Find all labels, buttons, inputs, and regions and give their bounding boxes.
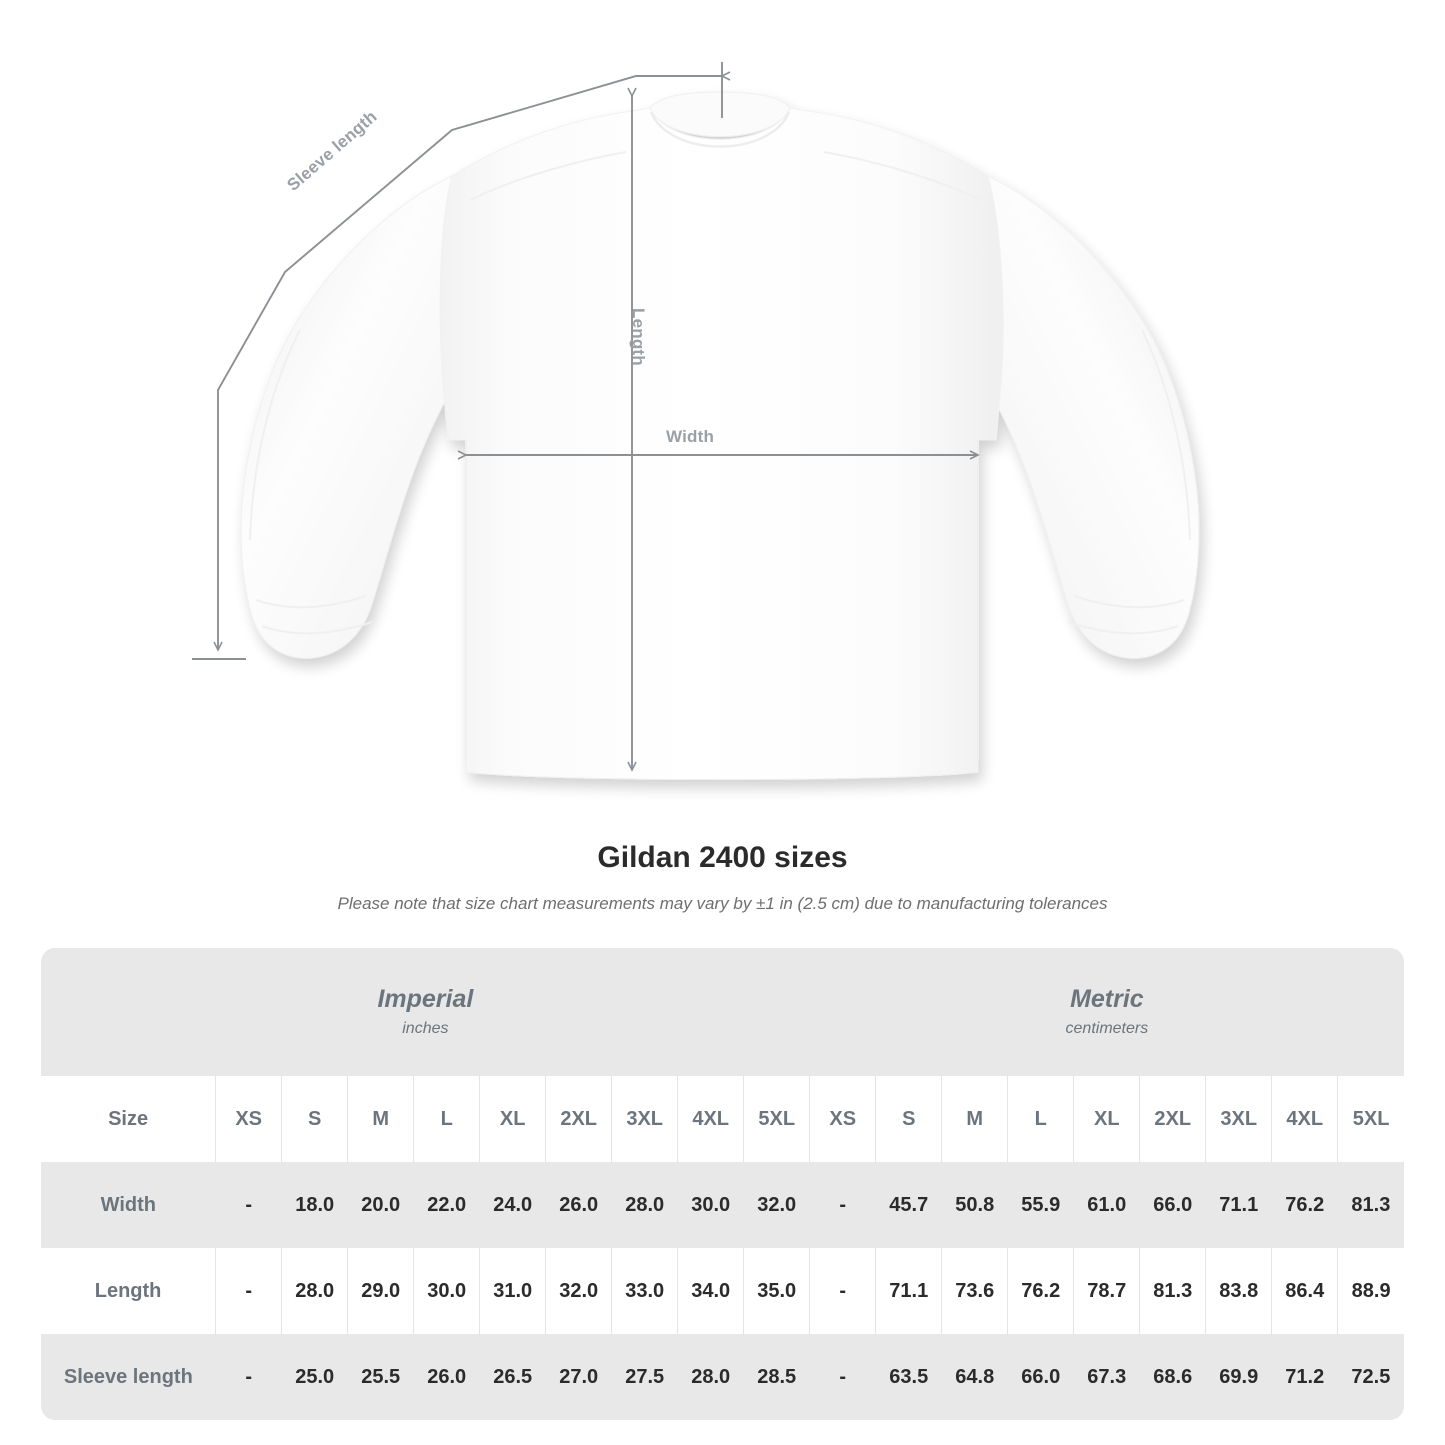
cell-width-metric-3xl: 71.1 [1205,1162,1272,1248]
cell-sleeve-imperial-s: 25.0 [281,1334,348,1420]
cell-width-imperial-l: 22.0 [413,1162,480,1248]
cell-width-metric-4xl: 76.2 [1271,1162,1338,1248]
cell-sleeve-metric-s: 63.5 [875,1334,942,1420]
size-header-metric-4xl: 4XL [1271,1076,1338,1162]
size-header-imperial-3xl: 3XL [611,1076,678,1162]
cell-width-metric-xl: 61.0 [1073,1162,1140,1248]
row-label-length: Length [41,1248,216,1334]
size-header-metric-2xl: 2XL [1139,1076,1206,1162]
size-header-metric-xl: XL [1073,1076,1140,1162]
cell-length-metric-5xl: 88.9 [1337,1248,1404,1334]
unit-group-row: Imperial inches Metric centimeters [41,948,1404,1076]
size-header-imperial-4xl: 4XL [677,1076,744,1162]
cell-length-imperial-5xl: 35.0 [743,1248,810,1334]
cell-width-imperial-5xl: 32.0 [743,1162,810,1248]
cell-width-metric-xs: - [809,1162,876,1248]
cell-sleeve-metric-3xl: 69.9 [1205,1334,1272,1420]
shirt-diagram-svg [192,62,1200,780]
row-label-width: Width [41,1162,216,1248]
cell-length-imperial-xs: - [215,1248,282,1334]
cell-length-metric-m: 73.6 [941,1248,1008,1334]
cell-sleeve-imperial-3xl: 27.5 [611,1334,678,1420]
table-row: Length - 28.0 29.0 30.0 31.0 32.0 33.0 3… [41,1248,1404,1334]
cell-length-metric-xs: - [809,1248,876,1334]
size-header-label: Size [41,1076,216,1162]
cell-sleeve-metric-xl: 67.3 [1073,1334,1140,1420]
cell-sleeve-metric-4xl: 71.2 [1271,1334,1338,1420]
size-header-metric-m: M [941,1076,1008,1162]
unit-group-imperial-sub: inches [402,1020,449,1038]
cell-sleeve-metric-5xl: 72.5 [1337,1334,1404,1420]
cell-length-metric-xl: 78.7 [1073,1248,1140,1334]
cell-sleeve-metric-m: 64.8 [941,1334,1008,1420]
table-row: Sleeve length - 25.0 25.5 26.0 26.5 27.0… [41,1334,1404,1420]
cell-width-imperial-xs: - [215,1162,282,1248]
unit-group-metric: Metric centimeters [809,948,1404,1076]
table-row: Width - 18.0 20.0 22.0 24.0 26.0 28.0 30… [41,1162,1404,1248]
cell-sleeve-metric-2xl: 68.6 [1139,1334,1206,1420]
cell-sleeve-imperial-m: 25.5 [347,1334,414,1420]
size-header-metric-l: L [1007,1076,1074,1162]
chart-disclaimer: Please note that size chart measurements… [337,894,1108,913]
sleeve-length-dimension [213,71,731,652]
cell-width-metric-2xl: 66.0 [1139,1162,1206,1248]
unit-group-metric-name: Metric [1070,985,1144,1014]
cell-length-imperial-2xl: 32.0 [545,1248,612,1334]
cell-length-imperial-l: 30.0 [413,1248,480,1334]
cell-width-imperial-s: 18.0 [281,1162,348,1248]
size-header-imperial-xl: XL [479,1076,546,1162]
cell-length-imperial-s: 28.0 [281,1248,348,1334]
cell-length-metric-4xl: 86.4 [1271,1248,1338,1334]
cell-width-imperial-2xl: 26.0 [545,1162,612,1248]
cell-length-metric-3xl: 83.8 [1205,1248,1272,1334]
size-chart-table-container: Imperial inches Metric centimeters Size … [41,948,1404,1420]
cell-sleeve-imperial-2xl: 27.0 [545,1334,612,1420]
size-header-imperial-m: M [347,1076,414,1162]
cell-length-imperial-4xl: 34.0 [677,1248,744,1334]
size-chart-table: Imperial inches Metric centimeters Size … [41,948,1404,1420]
size-header-imperial-xs: XS [215,1076,282,1162]
cell-width-imperial-3xl: 28.0 [611,1162,678,1248]
cell-width-imperial-4xl: 30.0 [677,1162,744,1248]
size-header-metric-s: S [875,1076,942,1162]
size-header-row: Size XS S M L XL 2XL 3XL 4XL 5XL XS S M … [41,1076,1404,1162]
size-header-metric-5xl: 5XL [1337,1076,1404,1162]
unit-group-imperial-name: Imperial [377,985,474,1014]
cell-sleeve-metric-xs: - [809,1334,876,1420]
cell-sleeve-imperial-4xl: 28.0 [677,1334,744,1420]
cell-length-metric-2xl: 81.3 [1139,1248,1206,1334]
unit-group-imperial: Imperial inches [41,948,810,1076]
size-header-metric-3xl: 3XL [1205,1076,1272,1162]
cell-sleeve-imperial-xs: - [215,1334,282,1420]
cell-length-imperial-xl: 31.0 [479,1248,546,1334]
chart-caption: Gildan 2400 sizes Please note that size … [0,840,1445,914]
cell-length-imperial-3xl: 33.0 [611,1248,678,1334]
size-header-imperial-5xl: 5XL [743,1076,810,1162]
cell-width-metric-5xl: 81.3 [1337,1162,1404,1248]
cell-sleeve-imperial-xl: 26.5 [479,1334,546,1420]
size-header-imperial-l: L [413,1076,480,1162]
chart-title: Gildan 2400 sizes [597,841,848,874]
cell-width-imperial-xl: 24.0 [479,1162,546,1248]
cell-sleeve-metric-l: 66.0 [1007,1334,1074,1420]
cell-length-imperial-m: 29.0 [347,1248,414,1334]
cell-sleeve-imperial-5xl: 28.5 [743,1334,810,1420]
sleeve-length-ticks [192,62,723,660]
cell-width-metric-s: 45.7 [875,1162,942,1248]
unit-group-metric-sub: centimeters [1065,1020,1149,1038]
cell-length-metric-s: 71.1 [875,1248,942,1334]
garment-illustration: Sleeve length Length Width [192,62,1200,780]
row-label-sleeve-length: Sleeve length [41,1334,216,1420]
cell-width-metric-m: 50.8 [941,1162,1008,1248]
size-header-metric-xs: XS [809,1076,876,1162]
cell-sleeve-imperial-l: 26.0 [413,1334,480,1420]
cell-width-imperial-m: 20.0 [347,1162,414,1248]
cell-width-metric-l: 55.9 [1007,1162,1074,1248]
size-header-imperial-2xl: 2XL [545,1076,612,1162]
shirt-body-shape [240,91,1200,780]
size-header-imperial-s: S [281,1076,348,1162]
cell-length-metric-l: 76.2 [1007,1248,1074,1334]
